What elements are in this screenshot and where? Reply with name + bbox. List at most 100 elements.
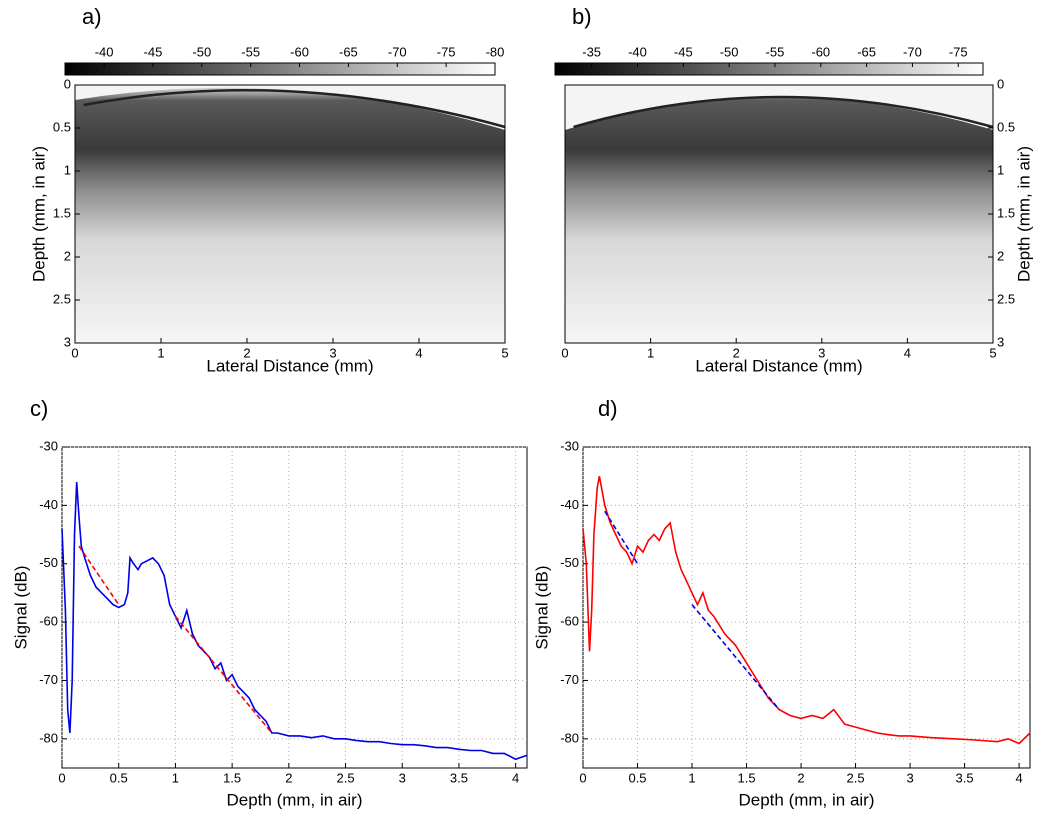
- colorbar-tick-label: -35: [582, 44, 601, 59]
- x-tick-label: 1: [647, 345, 654, 360]
- x-tick-label: 3: [399, 770, 406, 785]
- colorbar-tick-label: -65: [339, 44, 358, 59]
- colorbar-tick-label: -40: [95, 44, 114, 59]
- x-tick-label: 4: [512, 770, 519, 785]
- x-tick-label: 2: [733, 345, 740, 360]
- x-tick-label: 1: [157, 345, 164, 360]
- image-top: [565, 85, 993, 130]
- colorbar-tick-label: -55: [241, 44, 260, 59]
- y-tick-label: -50: [560, 555, 579, 570]
- x-tick-label: 0: [561, 345, 568, 360]
- y-tick-label: 2: [997, 248, 1004, 263]
- x-tick-label: 0.5: [628, 770, 646, 785]
- plot-frame: [61, 446, 528, 769]
- y-axis-label: Signal (dB): [11, 565, 30, 649]
- x-tick-label: 0: [71, 345, 78, 360]
- y-tick-label: 1.5: [53, 205, 71, 220]
- y-tick-label: 0: [64, 76, 71, 91]
- x-tick-label: 3.5: [450, 770, 468, 785]
- y-tick-label: -30: [39, 438, 58, 453]
- y-tick-label: -80: [560, 730, 579, 745]
- x-tick-label: 1.5: [737, 770, 755, 785]
- x-tick-label: 2: [285, 770, 292, 785]
- colorbar-tick-label: -75: [949, 44, 968, 59]
- line: [174, 615, 273, 734]
- y-tick-label: 3: [997, 334, 1004, 349]
- x-tick-label: 3: [329, 345, 336, 360]
- y-tick-label: 1: [997, 162, 1004, 177]
- y-tick-label: -50: [39, 555, 58, 570]
- colorbar-tick-label: -75: [437, 44, 456, 59]
- x-tick-label: 1: [172, 770, 179, 785]
- plot-frame: [582, 446, 1031, 769]
- x-tick-label: 5: [501, 345, 508, 360]
- panel-label: b): [572, 4, 592, 29]
- y-tick-label: 1.5: [997, 205, 1015, 220]
- colorbar-tick-label: -70: [903, 44, 922, 59]
- x-axis-label: Depth (mm, in air): [738, 790, 874, 809]
- x-tick-label: 2: [243, 345, 250, 360]
- y-tick-label: 2.5: [53, 291, 71, 306]
- x-tick-label: 0: [579, 770, 586, 785]
- line: [604, 510, 639, 565]
- x-tick-label: 3.5: [956, 770, 974, 785]
- colorbar-tick-label: -80: [486, 44, 505, 59]
- image-top: [75, 85, 505, 130]
- x-axis-label: Lateral Distance (mm): [206, 356, 373, 375]
- y-tick-label: 2.5: [997, 291, 1015, 306]
- y-tick-label: 2: [64, 248, 71, 263]
- y-tick-label: -40: [39, 497, 58, 512]
- line: [582, 476, 1031, 745]
- x-tick-label: 5: [989, 345, 996, 360]
- y-tick-label: -40: [560, 497, 579, 512]
- x-tick-label: 2.5: [847, 770, 865, 785]
- x-axis-label: Depth (mm, in air): [226, 790, 362, 809]
- colorbar-tick-label: -45: [674, 44, 693, 59]
- y-axis-label: Depth (mm, in air): [29, 146, 48, 282]
- x-tick-label: 0: [58, 770, 65, 785]
- x-tick-label: 1: [688, 770, 695, 785]
- oct-image: [75, 85, 505, 343]
- x-tick-label: 3: [906, 770, 913, 785]
- y-tick-label: -60: [560, 614, 579, 629]
- panel-label: d): [598, 396, 618, 421]
- colorbar-tick-label: -55: [766, 44, 785, 59]
- colorbar-tick-label: -50: [720, 44, 739, 59]
- y-tick-label: 3: [64, 334, 71, 349]
- surface-line: [83, 89, 506, 129]
- line: [78, 545, 120, 606]
- panel-label: c): [30, 396, 48, 421]
- y-tick-label: 0.5: [997, 119, 1015, 134]
- surface-line: [573, 95, 994, 129]
- colorbar-tick-label: -60: [811, 44, 830, 59]
- y-tick-label: -80: [39, 730, 58, 745]
- colorbar-tick-label: -45: [144, 44, 163, 59]
- x-tick-label: 1.5: [223, 770, 241, 785]
- y-tick-label: -70: [39, 672, 58, 687]
- x-tick-label: 0.5: [110, 770, 128, 785]
- y-tick-label: 1: [64, 162, 71, 177]
- x-tick-label: 2: [797, 770, 804, 785]
- colorbar: [64, 62, 496, 76]
- y-tick-label: -60: [39, 614, 58, 629]
- colorbar: [554, 62, 984, 76]
- colorbar-tick-label: -65: [857, 44, 876, 59]
- x-tick-label: 4: [1015, 770, 1022, 785]
- y-tick-label: 0: [997, 76, 1004, 91]
- y-axis-label: Signal (dB): [532, 565, 551, 649]
- colorbar-tick-label: -50: [192, 44, 211, 59]
- x-tick-label: 4: [904, 345, 911, 360]
- x-tick-label: 4: [415, 345, 422, 360]
- colorbar-tick-label: -40: [628, 44, 647, 59]
- colorbar-tick-label: -70: [388, 44, 407, 59]
- panel-label: a): [82, 4, 102, 29]
- x-tick-label: 3: [818, 345, 825, 360]
- x-axis-label: Lateral Distance (mm): [695, 356, 862, 375]
- y-tick-label: -70: [560, 672, 579, 687]
- y-tick-label: -30: [560, 438, 579, 453]
- oct-image: [565, 85, 993, 343]
- y-axis-label: Depth (mm, in air): [1014, 146, 1033, 282]
- line: [61, 481, 528, 761]
- y-tick-label: 0.5: [53, 119, 71, 134]
